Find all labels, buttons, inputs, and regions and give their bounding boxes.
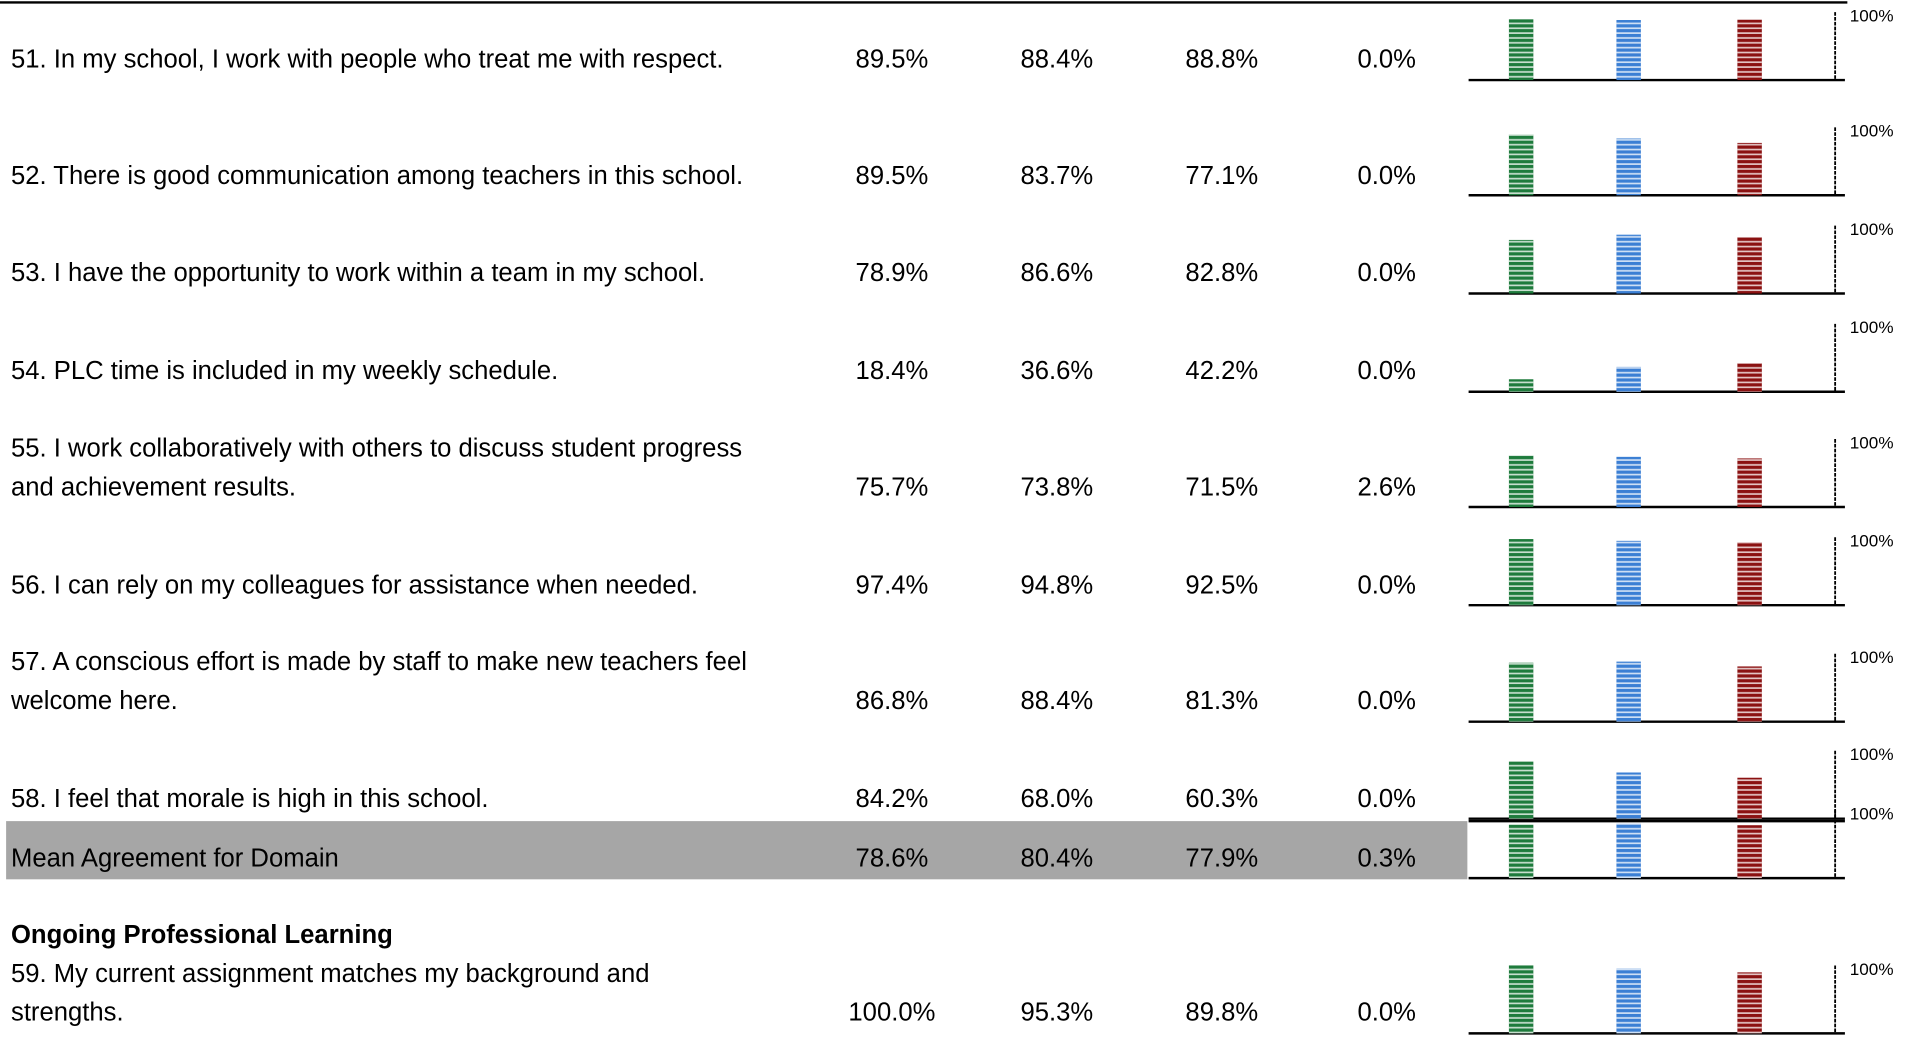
percent-cell: 78.9%	[856, 259, 929, 287]
question-text: 54. PLC time is included in my weekly sc…	[11, 357, 558, 385]
percent-cell: 80.4%	[1021, 845, 1094, 873]
percent-cell: 0.0%	[1358, 687, 1416, 715]
bar-stripes	[1616, 234, 1641, 294]
percent-cell: 84.2%	[856, 785, 929, 813]
bar-stripes	[1508, 965, 1534, 1034]
percent-cell: 0.0%	[1358, 999, 1416, 1027]
percent-cell: 77.9%	[1185, 845, 1258, 873]
percent-cell: 0.0%	[1358, 45, 1416, 73]
bar-stripes	[1508, 19, 1534, 81]
percent-cell: 89.8%	[1185, 999, 1258, 1027]
bar-stripes	[1616, 456, 1641, 507]
question-text: 51. In my school, I work with people who…	[11, 45, 724, 73]
question-text: welcome here.	[10, 687, 178, 715]
percent-cell: 0.0%	[1358, 572, 1416, 600]
scale-label: 100%	[1850, 433, 1894, 452]
percent-cell: 78.6%	[856, 845, 929, 873]
bar-stripes	[1616, 138, 1641, 196]
percent-cell: 71.5%	[1185, 474, 1258, 502]
scale-label: 100%	[1850, 7, 1894, 26]
percent-cell: 89.5%	[856, 162, 929, 190]
bar-stripes	[1508, 239, 1534, 294]
percent-cell: 92.5%	[1185, 572, 1258, 600]
bar-stripes	[1508, 455, 1534, 507]
question-text: Mean Agreement for Domain	[11, 845, 339, 873]
scale-label: 100%	[1850, 805, 1894, 824]
percent-cell: 81.3%	[1185, 687, 1258, 715]
percent-cell: 88.4%	[1021, 687, 1094, 715]
bar-stripes	[1737, 666, 1762, 722]
percent-cell: 94.8%	[1021, 572, 1094, 600]
scale-label: 100%	[1850, 532, 1894, 551]
percent-cell: 83.7%	[1021, 162, 1094, 190]
bar-stripes	[1616, 661, 1641, 722]
scale-label: 100%	[1850, 122, 1894, 141]
percent-cell: 77.1%	[1185, 162, 1258, 190]
percent-cell: 0.3%	[1358, 845, 1416, 873]
percent-cell: 97.4%	[856, 572, 929, 600]
percent-cell: 18.4%	[856, 357, 929, 385]
percent-cell: 75.7%	[856, 474, 929, 502]
bar-stripes	[1737, 825, 1762, 879]
percent-cell: 42.2%	[1185, 357, 1258, 385]
bar-stripes	[1508, 662, 1534, 722]
question-text: 55. I work collaboratively with others t…	[11, 435, 742, 463]
scale-label: 100%	[1850, 960, 1894, 979]
percent-cell: 100.0%	[848, 999, 935, 1027]
question-text: 57. A conscious effort is made by staff …	[11, 648, 747, 676]
percent-cell: 86.8%	[856, 687, 929, 715]
bar-stripes	[1508, 379, 1534, 392]
question-text: strengths.	[11, 999, 124, 1027]
bar-stripes	[1737, 142, 1762, 196]
percent-cell: 36.6%	[1021, 357, 1094, 385]
question-text: 56. I can rely on my colleagues for assi…	[11, 572, 698, 600]
scale-label: 100%	[1850, 220, 1894, 239]
bar-stripes	[1737, 458, 1762, 507]
scale-label: 100%	[1850, 318, 1894, 337]
percent-cell: 2.6%	[1358, 474, 1416, 502]
question-text: 52. There is good communication among te…	[11, 162, 743, 190]
percent-cell: 60.3%	[1185, 785, 1258, 813]
percent-cell: 0.0%	[1358, 162, 1416, 190]
percent-cell: 95.3%	[1021, 999, 1094, 1027]
bar-stripes	[1508, 824, 1534, 879]
question-text: and achievement results.	[11, 474, 296, 502]
bar-stripes	[1737, 777, 1762, 819]
bar-stripes	[1616, 20, 1641, 81]
percent-cell: 88.8%	[1185, 45, 1258, 73]
question-text: 53. I have the opportunity to work withi…	[11, 259, 705, 287]
percent-cell: 0.0%	[1358, 357, 1416, 385]
mean-row-background	[6, 821, 1468, 880]
scale-label: 100%	[1850, 648, 1894, 667]
bar-stripes	[1508, 134, 1534, 196]
percent-cell: 86.6%	[1021, 259, 1094, 287]
bar-stripes	[1616, 540, 1641, 606]
bar-stripes	[1508, 761, 1534, 819]
percent-cell: 88.4%	[1021, 45, 1094, 73]
percent-cell: 0.0%	[1358, 785, 1416, 813]
bar-stripes	[1508, 539, 1534, 606]
bar-stripes	[1616, 366, 1641, 392]
question-text: 58. I feel that morale is high in this s…	[11, 785, 488, 813]
percent-cell: 68.0%	[1021, 785, 1094, 813]
scale-label: 100%	[1850, 745, 1894, 764]
bar-stripes	[1737, 363, 1762, 392]
percent-cell: 0.0%	[1358, 259, 1416, 287]
bar-stripes	[1737, 972, 1762, 1034]
bar-stripes	[1616, 823, 1641, 879]
bar-stripes	[1737, 19, 1762, 81]
question-text: 59. My current assignment matches my bac…	[11, 960, 649, 988]
percent-cell: 89.5%	[856, 45, 929, 73]
percent-cell: 73.8%	[1021, 474, 1094, 502]
bar-stripes	[1616, 968, 1641, 1034]
bar-stripes	[1616, 772, 1641, 819]
percent-cell: 82.8%	[1185, 259, 1258, 287]
section-heading: Ongoing Professional Learning	[11, 921, 393, 949]
bar-stripes	[1737, 542, 1762, 606]
bar-stripes	[1737, 237, 1762, 294]
